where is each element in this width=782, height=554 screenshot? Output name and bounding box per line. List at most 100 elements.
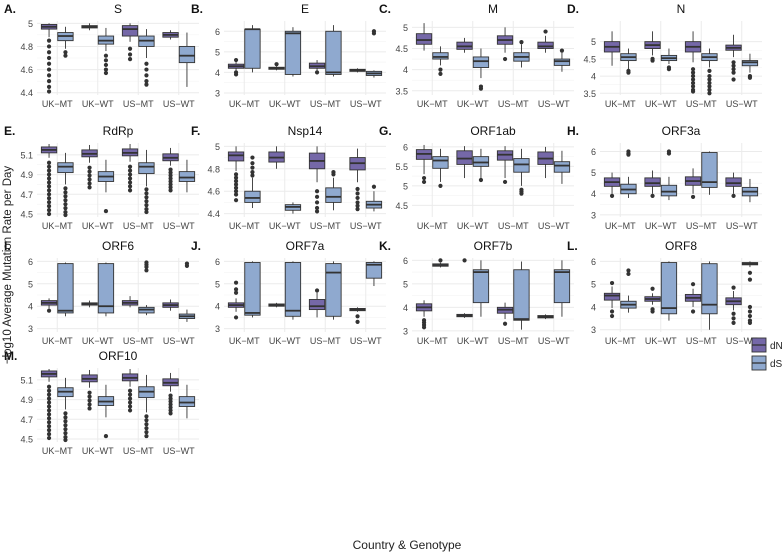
x-tick-label: US−WT (538, 221, 570, 231)
outlier-point (438, 71, 443, 76)
x-tick-label: UK−WT (645, 99, 677, 109)
outlier-point (747, 309, 753, 314)
outlier-point (46, 400, 52, 405)
outlier-point (46, 420, 52, 425)
box-dn (725, 285, 742, 325)
outlier-point (502, 321, 508, 326)
outlier-point (168, 393, 173, 398)
y-tick-label: 3 (215, 88, 220, 98)
outlier-point (438, 258, 443, 263)
panel-letter: J. (191, 239, 201, 253)
outlier-point (63, 423, 68, 428)
box-ds (57, 26, 74, 58)
panel-title: N (677, 2, 686, 16)
panel-n: D. N 3.5 4 4.5 5 UK−MT UK−WT US−MT US−WT (567, 2, 762, 109)
panel-s: A. S 4.4 4.6 4.8 5 UK−MT UK−WT US−MT US−WT (4, 2, 199, 109)
box-body (725, 177, 742, 187)
x-tick-label: UK−WT (457, 221, 489, 231)
outlier-point (626, 271, 631, 277)
outlier-point (250, 173, 255, 178)
x-tick-label: US−WT (163, 221, 195, 231)
outlier-point (144, 207, 149, 212)
box-dn (684, 31, 702, 94)
box-dn (603, 172, 621, 198)
box-dn (308, 288, 326, 318)
panel-e: B. E 3 4 5 6 UK−MT UK−WT US−MT US−WT (191, 2, 386, 109)
box-body (308, 299, 326, 311)
outlier-point (168, 188, 173, 193)
box-dn (415, 300, 433, 330)
box-ds (660, 149, 678, 201)
outlier-point (46, 192, 52, 197)
outlier-point (233, 192, 239, 197)
outlier-point (127, 57, 133, 62)
outlier-point (87, 390, 92, 395)
y-tick-label: 5 (215, 142, 220, 152)
x-tick-label: US−MT (123, 99, 154, 109)
y-tick-label: 3 (591, 325, 596, 335)
panel-letter: K. (379, 239, 391, 253)
x-tick-label: UK−MT (605, 336, 636, 346)
box-ds (701, 151, 718, 195)
box-ds (513, 148, 530, 196)
outlier-point (46, 84, 52, 90)
outlier-point (502, 56, 508, 62)
y-tick-label: 4.4 (207, 209, 220, 219)
outlier-point (46, 61, 52, 66)
box-body (138, 162, 155, 175)
x-tick-label: UK−WT (82, 99, 114, 109)
box-body (415, 33, 433, 45)
outlier-point (63, 437, 68, 443)
x-tick-label: US−WT (726, 336, 758, 346)
box-body (432, 52, 449, 60)
outlier-point (46, 67, 52, 72)
outlier-point (609, 313, 615, 319)
outlier-point (543, 29, 548, 34)
legend: dN dS (751, 337, 782, 371)
outlier-point (46, 188, 52, 193)
outlier-point (144, 191, 149, 196)
box-dn (537, 146, 554, 179)
box-ds (701, 48, 718, 96)
y-tick-label: 4.6 (207, 187, 220, 197)
outlier-point (233, 198, 239, 203)
y-tick-label: 3 (28, 324, 33, 334)
outlier-point (233, 280, 239, 285)
outlier-point (707, 80, 712, 86)
outlier-point (314, 189, 320, 194)
y-tick-label: 4.5 (395, 201, 408, 211)
x-tick-label: US−MT (123, 221, 154, 231)
outlier-point (438, 67, 443, 72)
outlier-point (63, 50, 68, 55)
box-dn (227, 57, 245, 77)
box-dn (349, 68, 366, 73)
outlier-point (46, 79, 52, 84)
panel-title: ORF7a (286, 239, 325, 253)
box-dn (684, 168, 702, 200)
y-tick-label: 5 (591, 37, 596, 47)
box-ds (660, 48, 678, 72)
outlier-point (233, 315, 239, 320)
box-body (644, 177, 661, 187)
outlier-point (690, 77, 696, 82)
panel-orf6: I. ORF6 3 4 5 6 UK−MT UK−WT US−MT US−WT (4, 239, 199, 346)
panel-letter: B. (191, 2, 203, 16)
y-tick-label: 4 (403, 65, 408, 75)
outlier-point (127, 388, 133, 393)
y-tick-label: 3.5 (583, 89, 596, 99)
y-tick-label: 4.5 (20, 435, 33, 445)
outlier-point (46, 38, 52, 43)
outlier-point (46, 73, 52, 78)
outlier-point (609, 193, 615, 198)
outlier-point (355, 319, 360, 325)
box-body (365, 262, 383, 279)
outlier-point (144, 264, 149, 270)
outlier-point (626, 70, 631, 75)
y-tick-label: 6 (215, 27, 220, 37)
box-ds (701, 261, 718, 330)
outlier-point (233, 72, 239, 77)
panel-letter: M. (4, 349, 17, 363)
outlier-point (731, 70, 736, 75)
outlier-point (127, 52, 133, 57)
